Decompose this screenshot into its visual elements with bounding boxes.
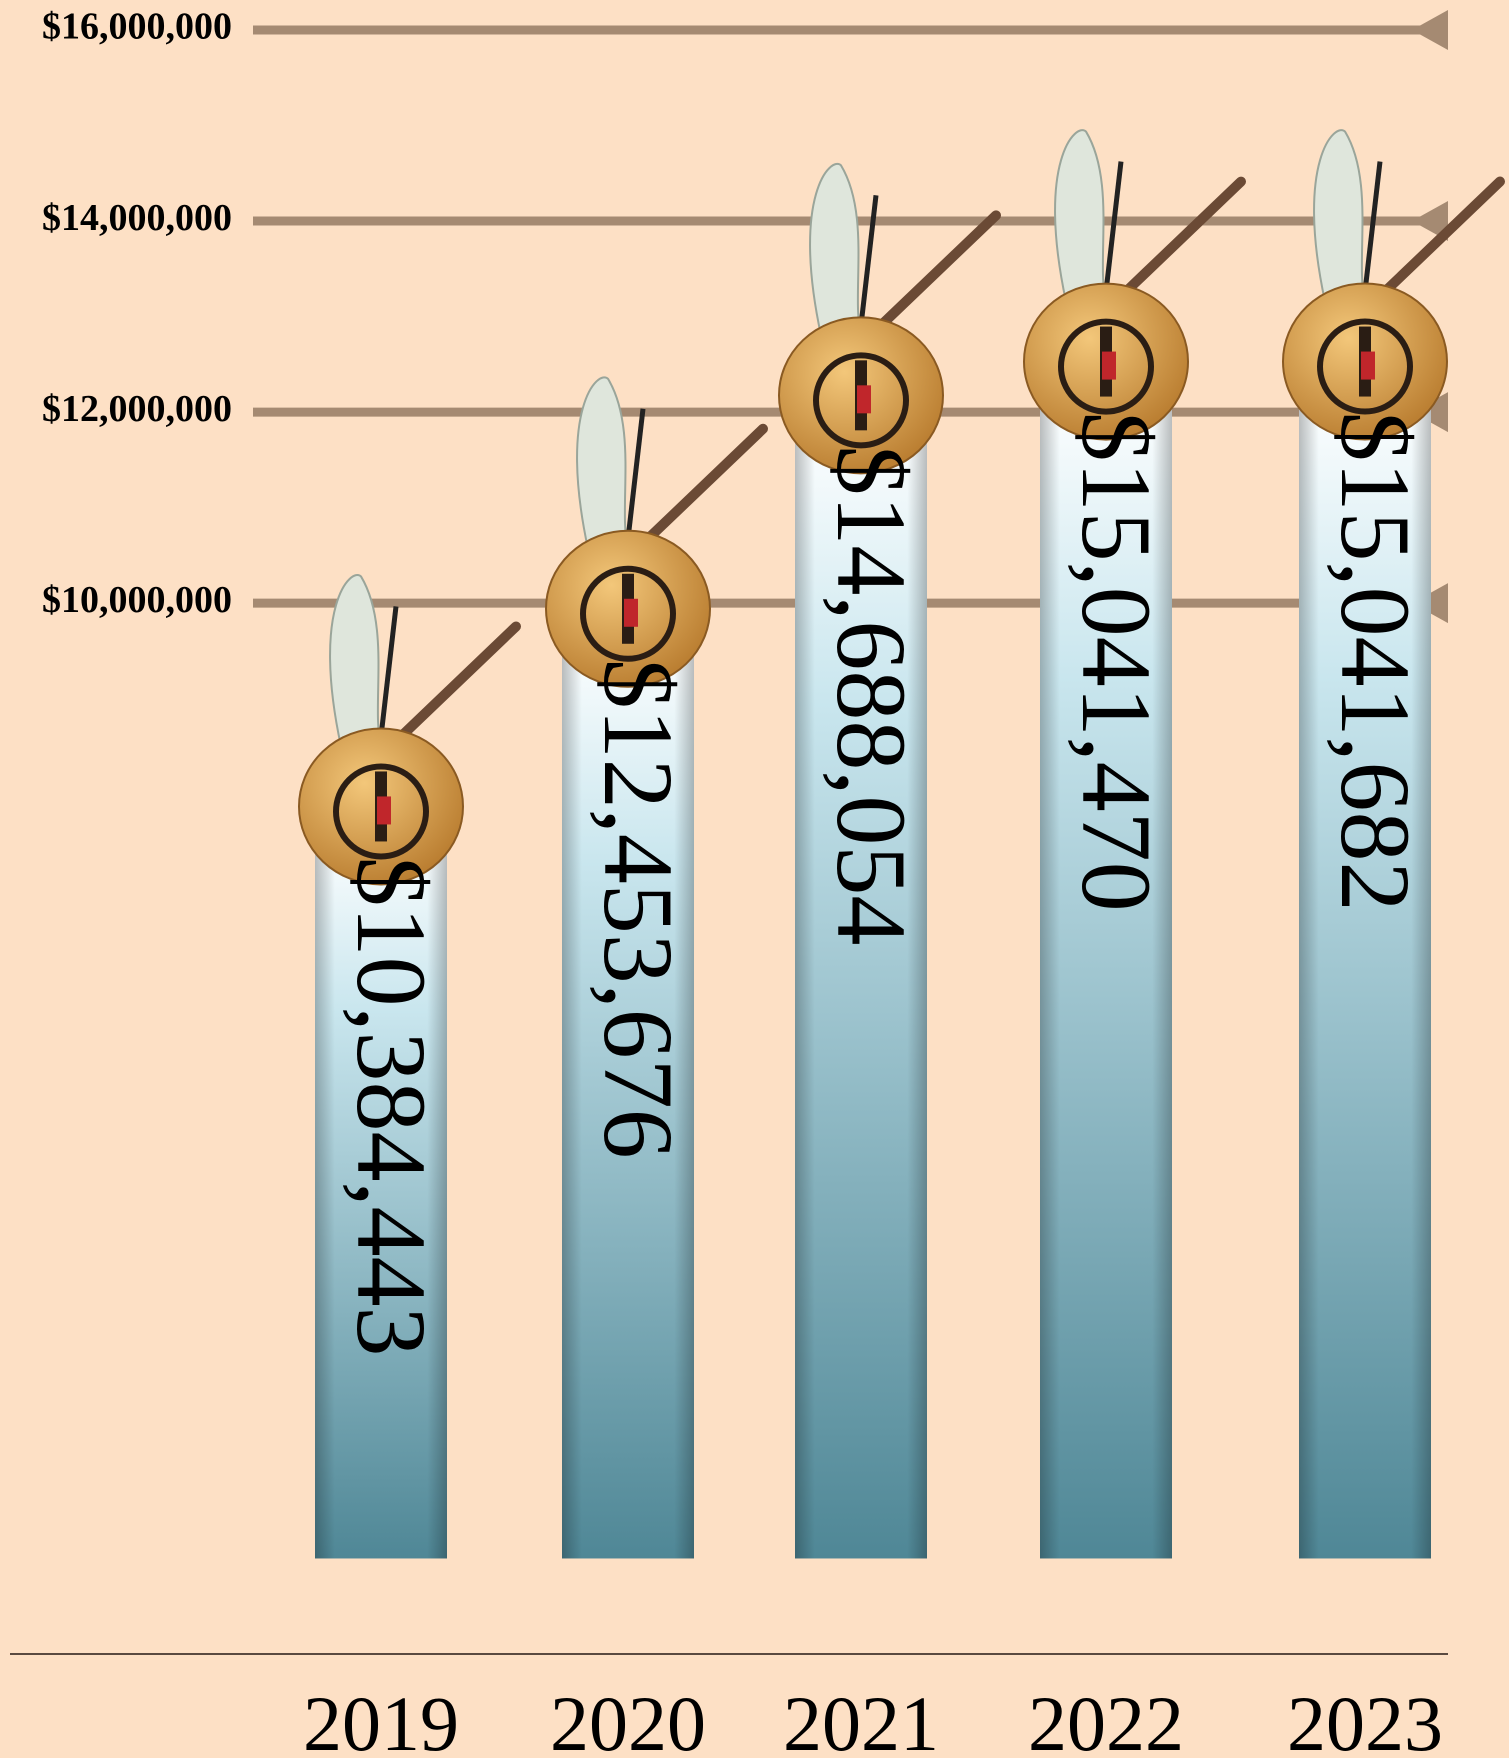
feather (329, 574, 383, 748)
gourd-design (813, 352, 909, 449)
value-label: $15,041,682 (1320, 412, 1431, 912)
x-tick-label: 2020 (550, 1680, 706, 1758)
bar-shade (1040, 381, 1172, 1559)
gourd-design (1102, 351, 1116, 380)
stick (1121, 176, 1246, 297)
y-tick-label: $14,000,000 (42, 197, 232, 239)
feather (576, 376, 630, 550)
quill (1103, 161, 1124, 292)
value-label: $14,688,054 (816, 445, 927, 945)
gourd-design (1317, 318, 1413, 415)
stick (643, 423, 768, 544)
feather (809, 163, 863, 337)
y-tick-label: $12,000,000 (42, 388, 232, 430)
y-tick-label: $16,000,000 (42, 6, 232, 48)
bar-shade (562, 628, 694, 1559)
gourd-design (580, 565, 676, 662)
value-label: $12,453,676 (583, 659, 694, 1159)
quill (1362, 161, 1383, 292)
feather (1313, 129, 1367, 303)
x-tick-label: 2023 (1287, 1680, 1443, 1758)
y-tick-label: $10,000,000 (42, 579, 232, 621)
quill (625, 408, 646, 540)
feather (1054, 129, 1108, 303)
x-tick-label: 2021 (783, 1680, 939, 1758)
value-label: $10,384,443 (336, 856, 447, 1356)
x-tick-label: 2022 (1028, 1680, 1184, 1758)
stick (1380, 176, 1505, 297)
x-tick-label: 2019 (303, 1680, 459, 1758)
bar-shade (795, 415, 927, 1559)
gourd-design (377, 796, 391, 825)
bar-shade (315, 826, 447, 1559)
grid-arrow (1412, 201, 1448, 242)
gourd-design (624, 598, 638, 627)
quill (858, 195, 879, 326)
stick (876, 210, 1001, 331)
grid-arrow (1412, 10, 1448, 50)
quill (378, 606, 399, 737)
gourd-design (1361, 351, 1375, 380)
bar-shade (1299, 381, 1431, 1559)
value-label: $15,041,470 (1061, 412, 1172, 912)
gourd-design (857, 385, 871, 414)
gourd-design (333, 763, 429, 860)
stick (396, 621, 521, 742)
gourd-design (1058, 318, 1154, 415)
